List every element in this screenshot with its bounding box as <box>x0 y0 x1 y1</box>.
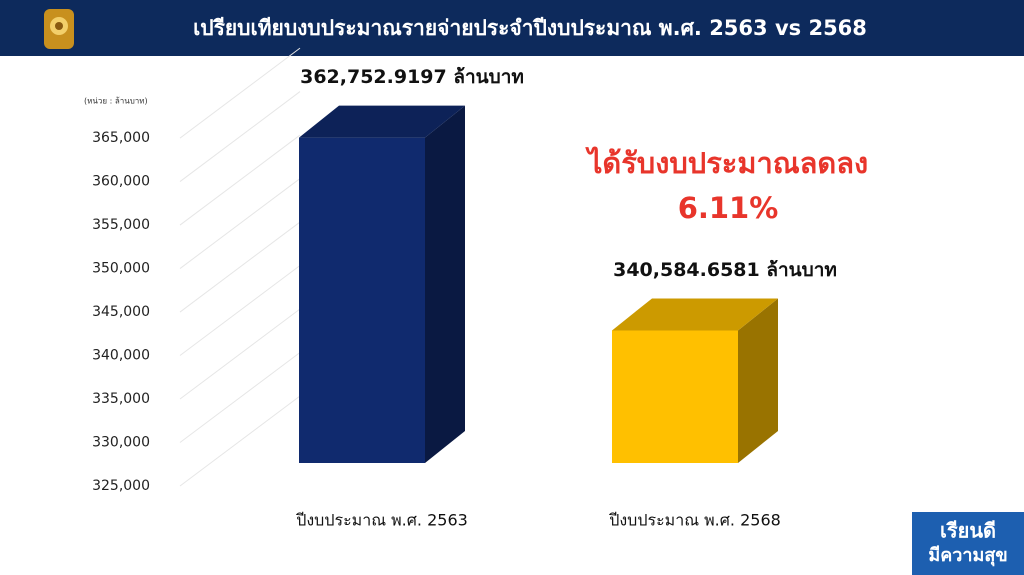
emblem <box>44 9 74 49</box>
value-label: 340,584.6581 ล้านบาท <box>613 259 837 281</box>
grid-line <box>179 352 301 443</box>
annotation: ได้รับงบประมาณลดลง <box>585 146 868 180</box>
value-label: 362,752.9197 ล้านบาท <box>300 66 524 88</box>
y-tick-label: 345,000 <box>92 304 150 320</box>
y-tick-label: 330,000 <box>92 435 150 451</box>
bar-front <box>612 330 738 463</box>
grid-line <box>179 178 301 269</box>
grid-line <box>179 47 301 139</box>
y-tick-label: 325,000 <box>92 478 150 494</box>
grid-line <box>179 91 301 182</box>
grid-line <box>179 265 301 356</box>
bar-side <box>425 105 465 464</box>
x-tick-label: ปีงบประมาณ พ.ศ. 2568 <box>609 511 781 530</box>
page-title: เปรียบเทียบงบประมาณรายจ่ายประจำปีงบประมา… <box>193 16 867 40</box>
y-tick-label: 360,000 <box>92 174 150 190</box>
grid-line <box>179 308 301 400</box>
y-tick-label: 355,000 <box>92 217 150 233</box>
y-tick-label: 365,000 <box>92 130 150 146</box>
grid-line <box>179 134 301 226</box>
header-bar <box>0 0 1024 56</box>
y-tick-label: 340,000 <box>92 348 150 364</box>
annotation: 6.11% <box>678 191 779 225</box>
bar-top <box>299 105 465 138</box>
y-tick-label: 335,000 <box>92 391 150 407</box>
bar-top <box>612 298 778 331</box>
bar-side <box>738 298 778 463</box>
logo: เรียนดี มีความสุข <box>912 512 1024 575</box>
y-tick-label: 350,000 <box>92 261 150 277</box>
grid-line <box>179 395 301 487</box>
unit-label: (หน่วย : ล้านบาท) <box>84 97 148 106</box>
grid-line <box>179 221 301 313</box>
logo-text: เรียนดี <box>940 519 996 543</box>
bar-front <box>299 137 425 464</box>
logo-text: มีความสุข <box>928 545 1007 567</box>
x-tick-label: ปีงบประมาณ พ.ศ. 2563 <box>296 511 468 530</box>
